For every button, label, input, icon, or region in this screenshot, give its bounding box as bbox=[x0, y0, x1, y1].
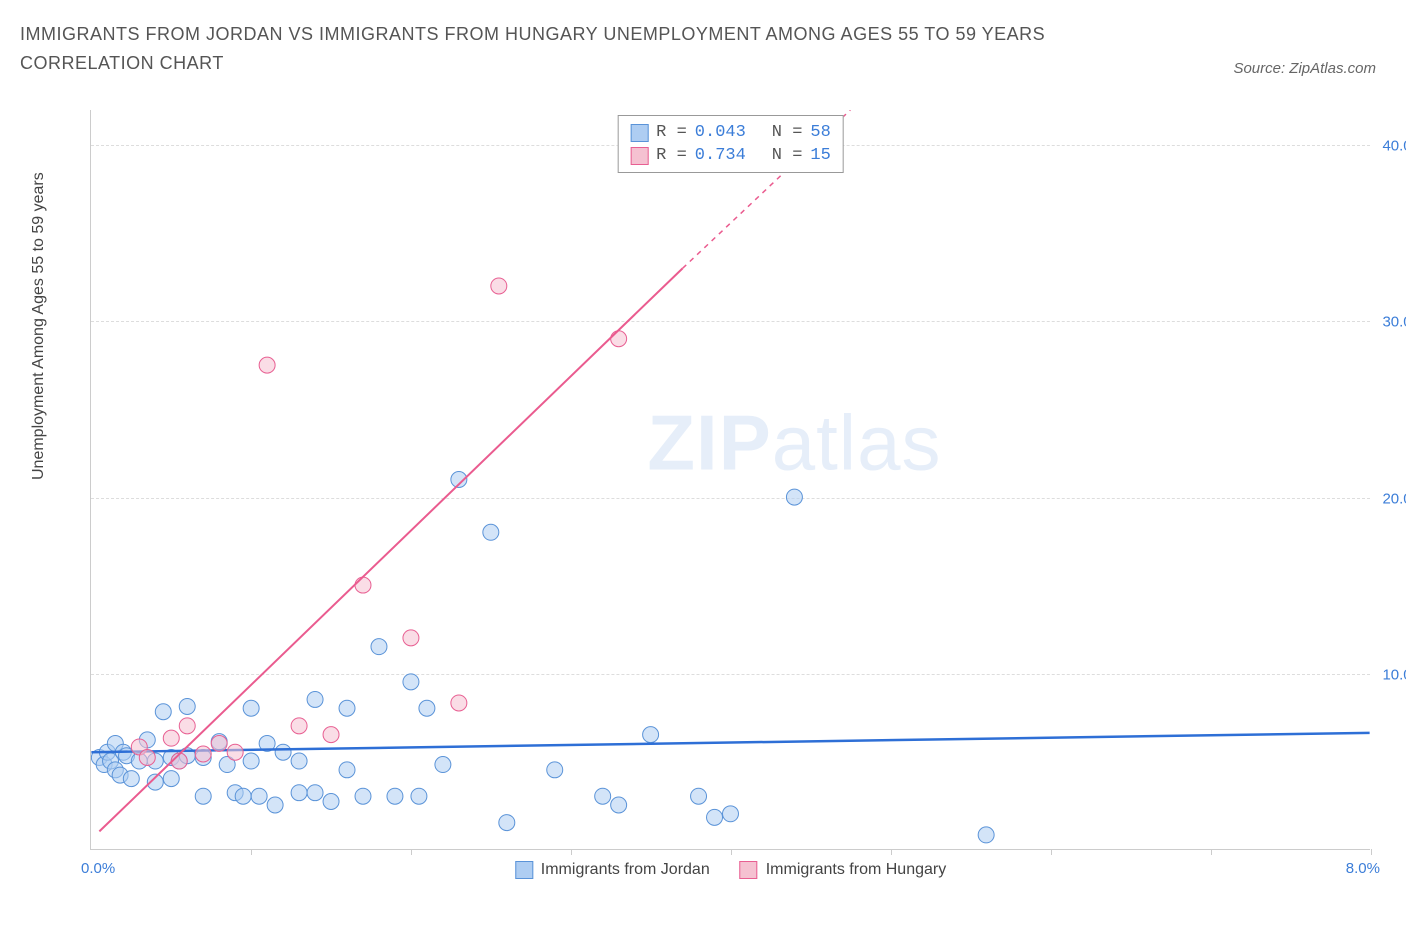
data-point bbox=[227, 744, 243, 760]
data-point bbox=[339, 762, 355, 778]
data-point bbox=[707, 809, 723, 825]
data-point bbox=[251, 788, 267, 804]
legend-swatch-jordan bbox=[630, 124, 648, 142]
series-legend: Immigrants from Jordan Immigrants from H… bbox=[515, 861, 946, 879]
data-point bbox=[195, 746, 211, 762]
data-point bbox=[291, 785, 307, 801]
data-point bbox=[307, 691, 323, 707]
data-point bbox=[355, 577, 371, 593]
data-point bbox=[179, 698, 195, 714]
series-label-hungary: Immigrants from Hungary bbox=[766, 861, 947, 879]
data-point bbox=[403, 674, 419, 690]
data-point bbox=[339, 700, 355, 716]
scatter-svg bbox=[91, 110, 1370, 849]
data-point bbox=[611, 797, 627, 813]
data-point bbox=[323, 727, 339, 743]
data-point bbox=[323, 794, 339, 810]
data-point bbox=[259, 357, 275, 373]
data-point bbox=[547, 762, 563, 778]
data-point bbox=[163, 730, 179, 746]
data-point bbox=[195, 788, 211, 804]
y-tick-label: 10.0% bbox=[1382, 666, 1406, 683]
data-point bbox=[499, 815, 515, 831]
data-point bbox=[491, 278, 507, 294]
data-point bbox=[786, 489, 802, 505]
data-point bbox=[435, 757, 451, 773]
legend-swatch-jordan-bottom bbox=[515, 861, 533, 879]
y-tick-label: 20.0% bbox=[1382, 490, 1406, 507]
x-min-label: 0.0% bbox=[81, 860, 115, 877]
trend-line bbox=[91, 733, 1369, 752]
series-legend-jordan: Immigrants from Jordan bbox=[515, 861, 710, 879]
source-label: Source: ZipAtlas.com bbox=[1233, 60, 1376, 77]
chart-title: IMMIGRANTS FROM JORDAN VS IMMIGRANTS FRO… bbox=[20, 20, 1120, 78]
data-point bbox=[371, 639, 387, 655]
data-point bbox=[978, 827, 994, 843]
data-point bbox=[179, 718, 195, 734]
data-point bbox=[139, 750, 155, 766]
data-point bbox=[403, 630, 419, 646]
data-point bbox=[595, 788, 611, 804]
data-point bbox=[267, 797, 283, 813]
data-point bbox=[387, 788, 403, 804]
y-axis-label: Unemployment Among Ages 55 to 59 years bbox=[30, 172, 48, 480]
data-point bbox=[211, 735, 227, 751]
data-point bbox=[643, 727, 659, 743]
data-point bbox=[275, 744, 291, 760]
x-max-label: 8.0% bbox=[1346, 860, 1380, 877]
data-point bbox=[451, 695, 467, 711]
data-point bbox=[291, 718, 307, 734]
data-point bbox=[723, 806, 739, 822]
data-point bbox=[691, 788, 707, 804]
legend-swatch-hungary-bottom bbox=[740, 861, 758, 879]
stats-legend-row-jordan: R = 0.043 N = 58 bbox=[630, 121, 831, 144]
data-point bbox=[355, 788, 371, 804]
stats-legend-row-hungary: R = 0.734 N = 15 bbox=[630, 144, 831, 167]
data-point bbox=[243, 753, 259, 769]
data-point bbox=[235, 788, 251, 804]
legend-swatch-hungary bbox=[630, 147, 648, 165]
data-point bbox=[483, 524, 499, 540]
data-point bbox=[307, 785, 323, 801]
y-tick-label: 40.0% bbox=[1382, 138, 1406, 155]
series-legend-hungary: Immigrants from Hungary bbox=[740, 861, 947, 879]
data-point bbox=[419, 700, 435, 716]
correlation-chart: IMMIGRANTS FROM JORDAN VS IMMIGRANTS FRO… bbox=[20, 20, 1386, 910]
data-point bbox=[155, 704, 171, 720]
plot-area: ZIPatlas 10.0%20.0%30.0%40.0% 0.0% 8.0% … bbox=[90, 110, 1370, 850]
data-point bbox=[611, 331, 627, 347]
y-tick-label: 30.0% bbox=[1382, 314, 1406, 331]
stats-legend: R = 0.043 N = 58 R = 0.734 N = 15 bbox=[617, 115, 844, 173]
data-point bbox=[411, 788, 427, 804]
series-label-jordan: Immigrants from Jordan bbox=[541, 861, 710, 879]
data-point bbox=[163, 771, 179, 787]
data-point bbox=[243, 700, 259, 716]
data-point bbox=[123, 771, 139, 787]
data-point bbox=[291, 753, 307, 769]
